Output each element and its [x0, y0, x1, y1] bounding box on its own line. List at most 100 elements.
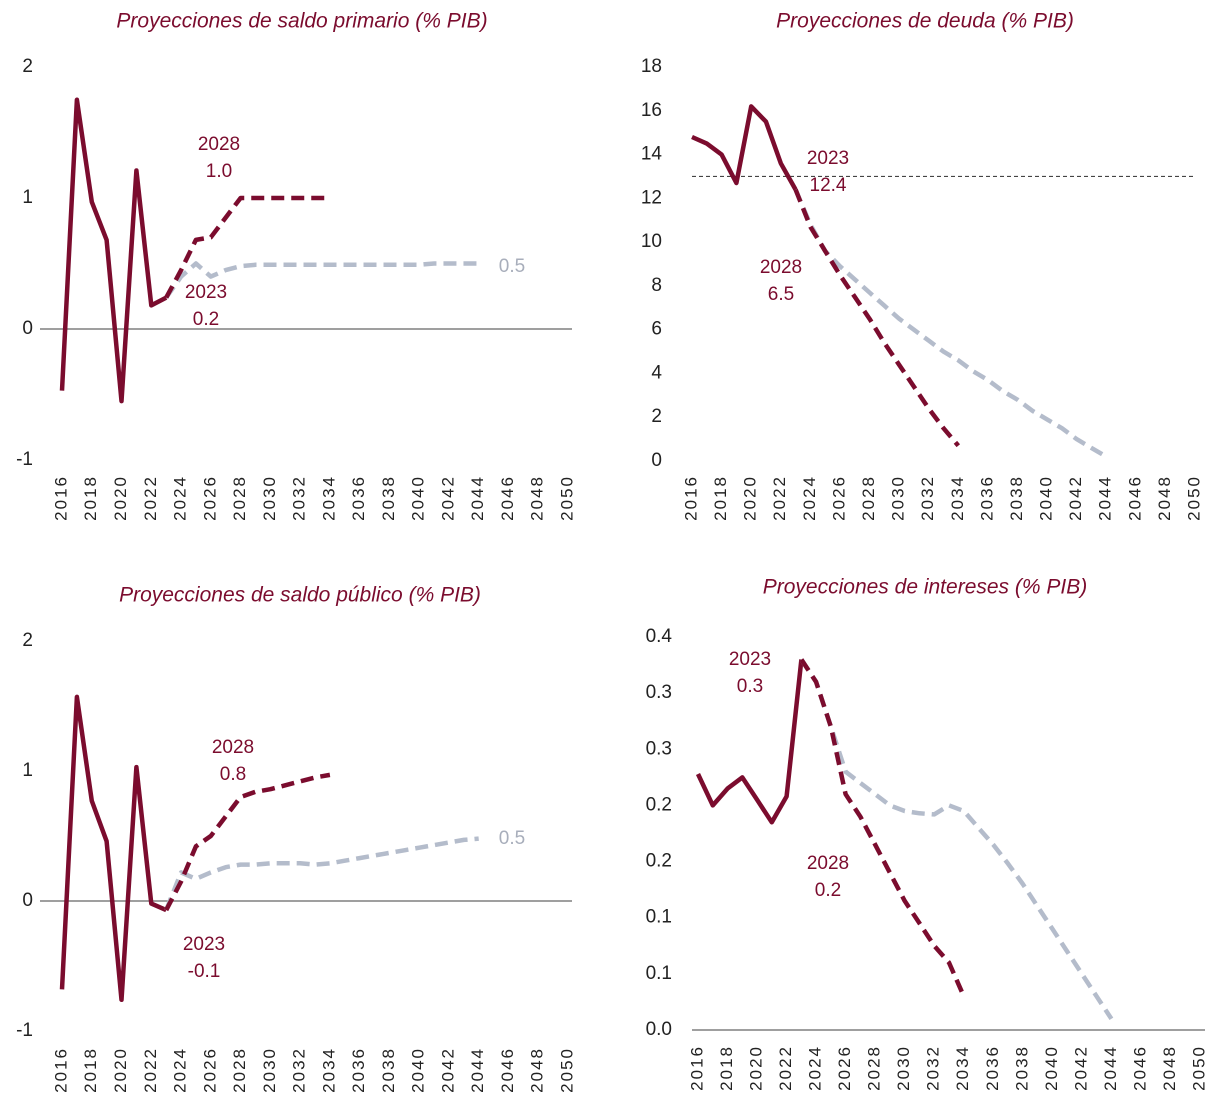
x-tick-label: 2048 [528, 475, 547, 521]
y-tick-label: 0.2 [646, 794, 672, 815]
x-tick-label: 2040 [1037, 475, 1056, 521]
x-tick-label: 2044 [1096, 475, 1115, 521]
x-tick-label: 2040 [409, 1047, 428, 1093]
y-tick-label: -1 [16, 449, 33, 470]
chart-panel: Proyecciones de deuda (% PIB) 0 2 4 6 8 10 12 14… [641, 10, 1204, 521]
x-tick-label: 2042 [438, 1047, 457, 1093]
x-tick-label: 2024 [171, 1047, 190, 1093]
y-tick-label: 10 [641, 231, 662, 252]
chart-panel: Proyecciones de intereses (% PIB) 0.0 0.1 0… [646, 576, 1209, 1091]
x-tick-label: 2044 [1101, 1045, 1120, 1091]
series-line [164, 261, 479, 299]
x-tick-label: 2032 [290, 475, 309, 521]
annotation: 2028 [807, 853, 849, 874]
x-tick-label: 2036 [349, 475, 368, 521]
y-tick-label: 0.3 [646, 738, 672, 759]
series-line [793, 188, 961, 448]
x-tick-label: 2022 [141, 475, 160, 521]
x-tick-label: 2044 [468, 475, 487, 521]
x-tick-label: 2022 [141, 1047, 160, 1093]
y-tick-label: 0.3 [646, 682, 672, 703]
annotation: 0.8 [220, 764, 246, 785]
x-tick-label: 2032 [918, 475, 937, 521]
annotation: 2028 [760, 257, 802, 278]
x-tick-label: 2020 [747, 1045, 766, 1091]
y-tick-label: 0.4 [646, 626, 673, 647]
series-line [59, 97, 168, 404]
x-tick-label: 2018 [81, 475, 100, 521]
y-tick-label: 0.0 [646, 1019, 672, 1040]
x-tick-label: 2046 [498, 475, 517, 521]
x-tick-label: 2040 [409, 475, 428, 521]
chart-panel: Proyecciones de saldo público (% PIB) -1 0… [16, 584, 576, 1093]
y-tick-label: 2 [22, 56, 33, 77]
x-tick-label: 2048 [1155, 475, 1174, 521]
x-tick-label: 2020 [741, 475, 760, 521]
y-tick-label: 4 [651, 362, 662, 383]
annotation: 2023 [183, 934, 225, 955]
x-tick-label: 2016 [687, 1045, 706, 1091]
series-line [59, 694, 168, 1003]
x-tick-label: 2026 [200, 1047, 219, 1093]
annotation: 0.2 [815, 880, 841, 901]
x-tick-label: 2048 [528, 1047, 547, 1093]
x-tick-label: 2020 [111, 475, 130, 521]
x-tick-label: 2050 [557, 1047, 576, 1093]
series-line [164, 836, 479, 911]
series-line [164, 772, 331, 912]
x-tick-label: 2028 [230, 1047, 249, 1093]
series-line [799, 658, 1114, 1021]
x-tick-label: 2022 [770, 475, 789, 521]
y-tick-label: 2 [22, 630, 33, 651]
y-tick-label: 16 [641, 100, 662, 121]
x-tick-label: 2044 [468, 1047, 487, 1093]
annotation: 0.5 [499, 828, 525, 849]
series-line [695, 659, 804, 825]
x-tick-label: 2038 [379, 1047, 398, 1093]
annotation: 2028 [198, 134, 240, 155]
chart-panel: Proyecciones de saldo primario (% PIB) -1… [16, 10, 576, 521]
y-tick-label: 6 [651, 319, 662, 340]
x-tick-label: 2032 [290, 1047, 309, 1093]
y-tick-label: -1 [16, 1020, 33, 1041]
x-tick-label: 2024 [171, 475, 190, 521]
x-tick-label: 2038 [1007, 475, 1026, 521]
annotation: -0.1 [188, 961, 221, 982]
annotation: 1.0 [206, 161, 232, 182]
x-tick-label: 2050 [1189, 1045, 1208, 1091]
x-tick-label: 2046 [498, 1047, 517, 1093]
x-tick-label: 2024 [800, 475, 819, 521]
x-tick-label: 2026 [835, 1045, 854, 1091]
x-tick-label: 2042 [1066, 475, 1085, 521]
x-tick-label: 2050 [1184, 475, 1203, 521]
x-tick-label: 2020 [111, 1047, 130, 1093]
x-tick-label: 2030 [260, 1047, 279, 1093]
x-tick-label: 2042 [1071, 1045, 1090, 1091]
x-tick-label: 2036 [349, 1047, 368, 1093]
series-line [164, 195, 330, 299]
chart-title: Proyecciones de intereses (% PIB) [763, 576, 1087, 599]
x-tick-label: 2016 [51, 1047, 70, 1093]
x-tick-label: 2026 [829, 475, 848, 521]
y-tick-label: 0 [651, 450, 662, 471]
annotation: 0.3 [737, 676, 763, 697]
y-tick-label: 8 [651, 275, 662, 296]
series-line [793, 188, 1108, 459]
x-tick-label: 2024 [806, 1045, 825, 1091]
y-tick-label: 0 [22, 318, 33, 339]
x-tick-label: 2046 [1130, 1045, 1149, 1091]
series-line [691, 104, 798, 191]
y-tick-label: 14 [641, 144, 663, 165]
x-tick-label: 2018 [711, 475, 730, 521]
x-tick-label: 2050 [557, 475, 576, 521]
y-tick-label: 0.2 [646, 851, 672, 872]
chart-title: Proyecciones de deuda (% PIB) [776, 10, 1074, 33]
x-tick-label: 2022 [776, 1045, 795, 1091]
x-tick-label: 2046 [1125, 475, 1144, 521]
y-tick-label: 0.1 [646, 907, 672, 928]
annotation: 0.2 [193, 309, 219, 330]
chart-title: Proyecciones de saldo primario (% PIB) [116, 10, 487, 33]
x-tick-label: 2016 [681, 475, 700, 521]
x-tick-label: 2038 [1012, 1045, 1031, 1091]
